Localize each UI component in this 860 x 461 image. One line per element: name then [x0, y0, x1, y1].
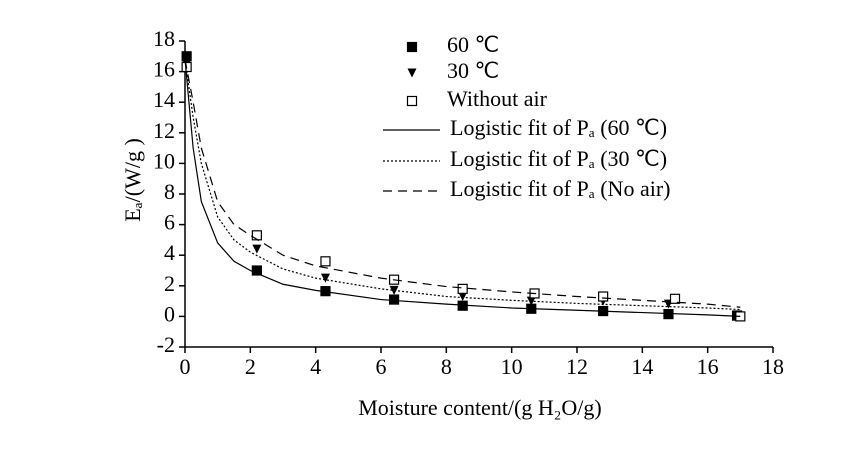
data-point: [320, 256, 331, 267]
data-point: [320, 273, 330, 283]
x-tick-label: 12: [566, 354, 588, 379]
data-point: [251, 230, 262, 241]
data-point: [457, 283, 468, 294]
fit-line: [184, 59, 741, 317]
y-axis-label: Eₐ/(W/g ): [120, 138, 145, 222]
y-tick-label: 14: [153, 87, 175, 112]
legend-label: 30 ℃: [447, 58, 499, 83]
x-tick-label: 2: [245, 354, 256, 379]
y-tick-label: 12: [153, 118, 175, 143]
x-tick-label: 16: [697, 354, 719, 379]
data-point: [389, 285, 399, 295]
y-tick-label: -2: [157, 332, 175, 357]
data-point: [669, 293, 681, 304]
data-point: [458, 292, 468, 302]
y-tick-label: 8: [164, 179, 175, 204]
data-point: [598, 291, 609, 302]
y-tick-label: 4: [164, 240, 175, 265]
fit-line: [184, 59, 741, 311]
legend-marker: [406, 95, 418, 107]
data-point: [251, 265, 262, 276]
y-tick-label: 6: [164, 210, 175, 235]
x-tick-label: 14: [631, 354, 653, 379]
x-tick-label: 8: [441, 354, 452, 379]
data-point: [388, 294, 400, 305]
legend-label: Logistic fit of Pₐ (30 ℃): [450, 146, 667, 171]
y-tick-label: 18: [153, 26, 175, 51]
x-tick-label: 10: [501, 354, 523, 379]
x-axis-label: Moisture content/(g H₂O/g): [358, 395, 602, 420]
legend-label: Logistic fit of Pₐ (60 ℃): [450, 115, 667, 140]
legend-marker: [406, 41, 418, 53]
y-tick-label: 0: [164, 301, 175, 326]
y-tick-label: 10: [153, 148, 175, 173]
data-point: [252, 244, 262, 254]
legend-marker: [407, 68, 417, 78]
y-tick-label: 2: [164, 271, 175, 296]
x-tick-label: 18: [762, 354, 784, 379]
y-tick-label: 16: [153, 57, 175, 82]
x-tick-label: 4: [310, 354, 321, 379]
legend-label: Logistic fit of Pₐ (No air): [450, 176, 670, 201]
x-tick-label: 6: [376, 354, 387, 379]
fit-line: [184, 59, 741, 308]
x-tick-label: 0: [180, 354, 191, 379]
legend-label: Without air: [447, 86, 548, 111]
legend-label: 60 ℃: [447, 32, 499, 57]
